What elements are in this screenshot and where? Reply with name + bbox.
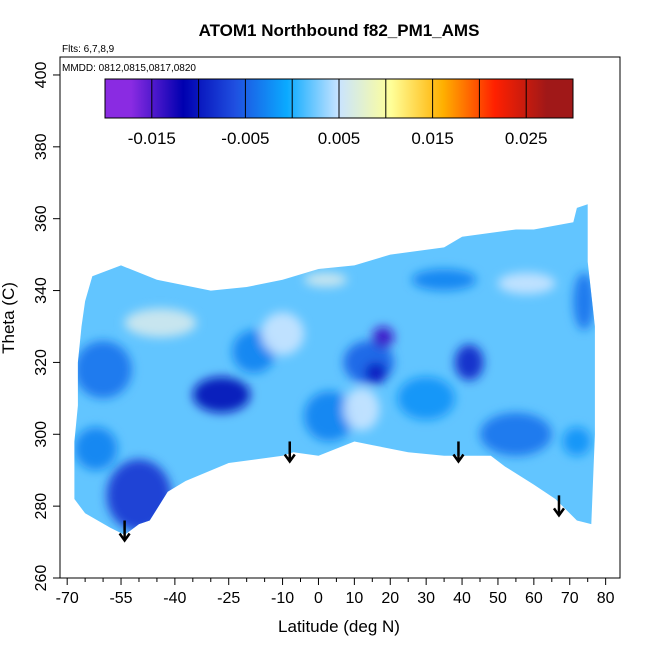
x-tick-label: 20 xyxy=(381,590,399,607)
y-tick-label: 380 xyxy=(33,133,50,160)
x-tick-label: 10 xyxy=(345,590,363,607)
heatmap-cell xyxy=(343,387,380,431)
heatmap-cell xyxy=(480,412,552,456)
chart-title: ATOM1 Northbound f82_PM1_AMS xyxy=(199,21,480,40)
arrow-head xyxy=(283,453,296,464)
colorbar-tick-label: 0.015 xyxy=(411,129,454,148)
colorbar-tick-label: 0.005 xyxy=(318,129,361,148)
heatmap-cell xyxy=(562,427,592,456)
heatmap-cell xyxy=(192,376,251,413)
colorbar-tick-label: 0.025 xyxy=(505,129,548,148)
heatmap-cell xyxy=(411,268,477,291)
heatmap-cell xyxy=(261,312,305,356)
x-tick-label: -55 xyxy=(109,590,132,607)
x-tick-label: 40 xyxy=(453,590,471,607)
heatmap-cell xyxy=(74,427,118,471)
heatmap-cell xyxy=(573,272,595,331)
colorbar-tick-label: -0.005 xyxy=(221,129,269,148)
x-tick-label: 60 xyxy=(525,590,543,607)
x-tick-label: 50 xyxy=(489,590,507,607)
x-tick-label: -25 xyxy=(217,590,240,607)
heatmap-cell xyxy=(454,344,484,381)
y-tick-label: 300 xyxy=(33,421,50,448)
heatmap-cell xyxy=(365,362,387,384)
arrow-head xyxy=(452,453,465,464)
heatmap-cell xyxy=(397,376,455,420)
y-tick-label: 360 xyxy=(33,205,50,232)
y-tick-label: 340 xyxy=(33,277,50,304)
heatmap-cell xyxy=(304,391,355,442)
heatmap-cell xyxy=(74,340,132,399)
y-tick-label: 320 xyxy=(33,349,50,376)
heatmap-features xyxy=(74,268,595,532)
y-tick-label: 280 xyxy=(33,493,50,520)
colorbar-tick-label: -0.015 xyxy=(128,129,176,148)
y-tick-label: 400 xyxy=(33,62,50,89)
x-tick-label: 30 xyxy=(417,590,435,607)
y-tick-label: 260 xyxy=(33,565,50,592)
y-axis-title: Theta (C) xyxy=(0,282,18,354)
heatmap-cell xyxy=(124,308,197,338)
x-tick-label: -70 xyxy=(56,590,79,607)
plot-frame xyxy=(59,56,621,579)
x-tick-label: 80 xyxy=(597,590,615,607)
x-tick-label: 70 xyxy=(561,590,579,607)
flights-note: Flts: 6,7,8,9 xyxy=(62,44,115,55)
heatmap-cell xyxy=(497,272,556,295)
dates-note: MMDD: 0812,0815,0817,0820 xyxy=(62,63,196,74)
heatmap-cell xyxy=(106,459,172,532)
heatmap-cell xyxy=(372,326,394,349)
x-tick-label: -10 xyxy=(271,590,294,607)
x-tick-label: 0 xyxy=(314,590,323,607)
arrow-head xyxy=(552,507,565,518)
x-tick-label: -40 xyxy=(163,590,186,607)
plot-layer: -70 -55 -40 -25 -10 0 10 20 30 40 50 60 70 80 260 280 30… xyxy=(33,56,621,607)
x-axis-title: Latitude (deg N) xyxy=(278,617,400,636)
heatmap-cell xyxy=(304,272,348,287)
arrow-head xyxy=(118,532,131,543)
